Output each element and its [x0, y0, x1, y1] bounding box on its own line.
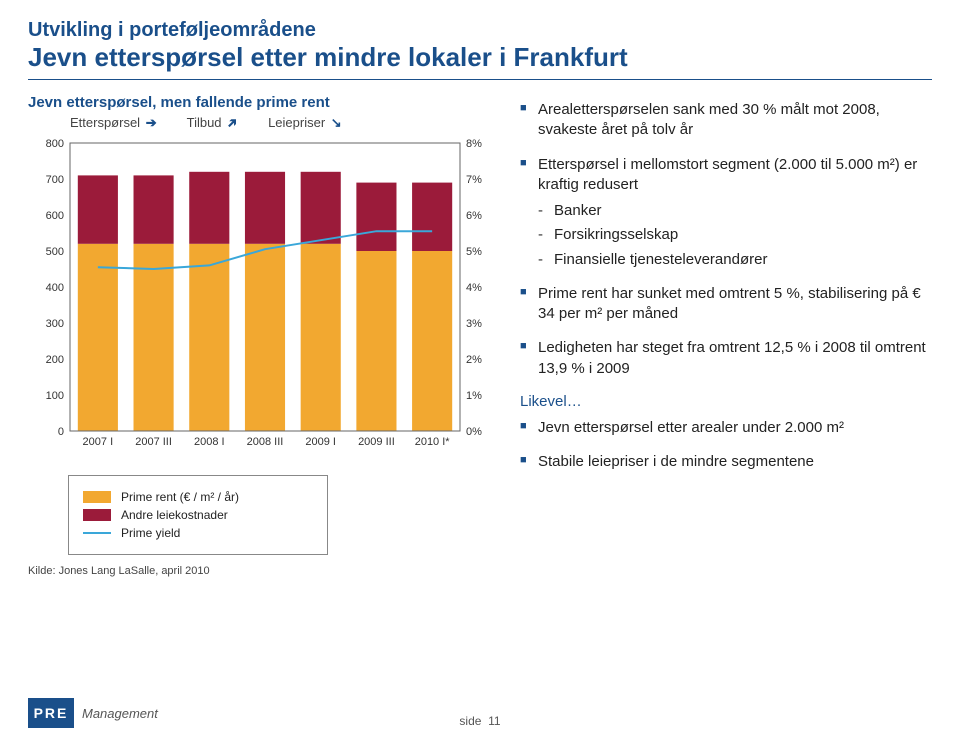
svg-text:800: 800	[46, 138, 64, 150]
page-label: side	[459, 714, 481, 728]
svg-text:4%: 4%	[466, 282, 482, 294]
bullet-2-sub-2: Forsikringsselskap	[538, 225, 932, 245]
page-num: 11	[488, 714, 500, 728]
svg-text:600: 600	[46, 210, 64, 222]
arrow-supply-icon: ➔	[222, 112, 244, 134]
svg-text:200: 200	[46, 354, 64, 366]
title-block: Utvikling i porteføljeområdene Jevn ette…	[28, 18, 932, 80]
legend-swatch	[83, 532, 111, 534]
source-text: Kilde: Jones Lang LaSalle, april 2010	[28, 565, 498, 577]
pre-title: Utvikling i porteføljeområdene	[28, 18, 932, 42]
arrow-row: Etterspørsel ➔ Tilbud ➔ Leiepriser ↘	[28, 115, 498, 131]
svg-text:2007 I: 2007 I	[83, 436, 114, 448]
svg-text:300: 300	[46, 318, 64, 330]
bullet-6: Stabile leiepriser i de mindre segmenten…	[520, 452, 932, 472]
slide: Utvikling i porteføljeområdene Jevn ette…	[0, 0, 960, 738]
svg-text:2008 I: 2008 I	[194, 436, 225, 448]
svg-text:1%: 1%	[466, 390, 482, 402]
legend-swatch	[83, 491, 111, 503]
bullet-3: Prime rent har sunket med omtrent 5 %, s…	[520, 284, 932, 325]
logo: PRE Management	[28, 698, 158, 728]
svg-text:3%: 3%	[466, 318, 482, 330]
svg-text:2009 I: 2009 I	[305, 436, 336, 448]
columns: Jevn etterspørsel, men fallende prime re…	[28, 94, 932, 577]
svg-text:400: 400	[46, 282, 64, 294]
bullets-2: Jevn etterspørsel etter arealer under 2.…	[520, 418, 932, 473]
svg-text:100: 100	[46, 390, 64, 402]
likevel-heading: Likevel…	[520, 393, 932, 410]
right-column: Arealetterspørselen sank med 30 % målt m…	[520, 94, 932, 577]
arrow-demand-icon: ➔	[144, 115, 159, 131]
arrow-lease-label: Leiepriser	[268, 115, 325, 130]
logo-box: PRE	[28, 698, 74, 728]
main-title: Jevn etterspørsel etter mindre lokaler i…	[28, 42, 932, 73]
svg-text:6%: 6%	[466, 210, 482, 222]
svg-text:500: 500	[46, 246, 64, 258]
svg-text:2010 I*: 2010 I*	[415, 436, 451, 448]
arrow-supply-label: Tilbud	[187, 115, 222, 130]
bullet-2-sub-3: Finansielle tjenesteleverandører	[538, 250, 932, 270]
legend-label: Andre leiekostnader	[121, 508, 228, 522]
svg-text:0: 0	[58, 426, 64, 438]
bullet-2-sub: Banker Forsikringsselskap Finansielle tj…	[538, 201, 932, 270]
bullet-2-text: Etterspørsel i mellomstort segment (2.00…	[538, 156, 917, 193]
svg-text:2008 III: 2008 III	[247, 436, 284, 448]
bullet-5: Jevn etterspørsel etter arealer under 2.…	[520, 418, 932, 438]
legend-label: Prime rent (€ / m² / år)	[121, 490, 239, 504]
bullet-1: Arealetterspørselen sank med 30 % målt m…	[520, 100, 932, 141]
bullet-4: Ledigheten har steget fra omtrent 12,5 %…	[520, 338, 932, 379]
arrow-demand-label: Etterspørsel	[70, 115, 140, 130]
svg-text:8%: 8%	[466, 138, 482, 150]
svg-text:2007 III: 2007 III	[135, 436, 172, 448]
legend-swatch	[83, 509, 111, 521]
logo-word: Management	[82, 706, 158, 721]
svg-text:5%: 5%	[466, 246, 482, 258]
bullet-2: Etterspørsel i mellomstort segment (2.00…	[520, 155, 932, 270]
svg-text:2009 III: 2009 III	[358, 436, 395, 448]
chart-svg: 0 100 200 300 400 500 600 700 800 0% 1% 2% 3% 4% 5% 6% 7…	[28, 135, 498, 465]
legend: Prime rent (€ / m² / år) Andre leiekostna…	[68, 475, 328, 555]
page-number: side 11	[459, 714, 500, 728]
arrow-lease-icon: ↘	[329, 115, 344, 131]
svg-text:7%: 7%	[466, 174, 482, 186]
chartbox-title: Jevn etterspørsel, men fallende prime re…	[28, 94, 498, 111]
svg-text:700: 700	[46, 174, 64, 186]
legend-item: Andre leiekostnader	[83, 508, 313, 522]
left-column: Jevn etterspørsel, men fallende prime re…	[28, 94, 498, 577]
legend-label: Prime yield	[121, 526, 180, 540]
bullet-2-sub-1: Banker	[538, 201, 932, 221]
legend-item: Prime rent (€ / m² / år)	[83, 490, 313, 504]
svg-text:0%: 0%	[466, 426, 482, 438]
bullets: Arealetterspørselen sank med 30 % målt m…	[520, 100, 932, 379]
svg-text:2%: 2%	[466, 354, 482, 366]
chart: 0 100 200 300 400 500 600 700 800 0% 1% 2% 3% 4% 5% 6% 7…	[28, 135, 498, 465]
legend-item: Prime yield	[83, 526, 313, 540]
